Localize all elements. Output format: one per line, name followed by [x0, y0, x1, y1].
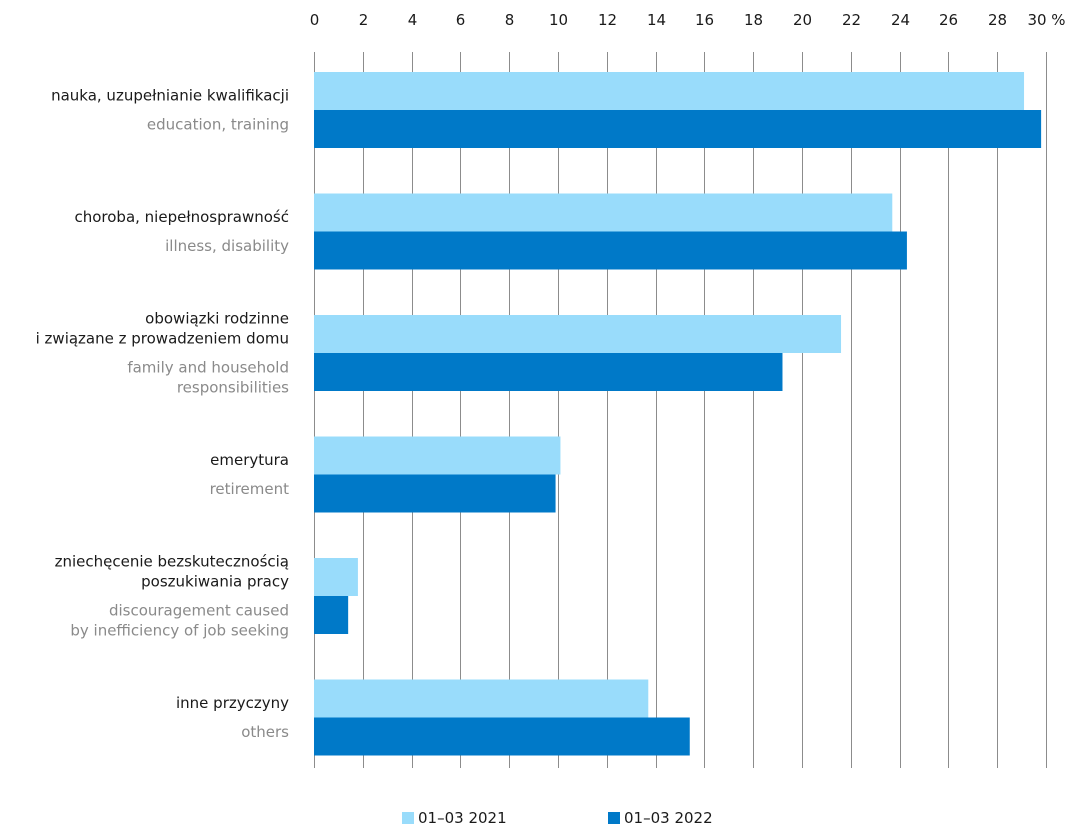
category-labels: nauka, uzupełnianie kwalifikacji educatio… [36, 87, 290, 742]
x-tick-label: 2 [359, 11, 369, 29]
category-label-pl: obowiązki rodzinne [145, 310, 289, 328]
bar-2022 [314, 717, 690, 756]
category-label-en: responsibilities [177, 379, 289, 397]
bar-2022 [314, 596, 349, 634]
bar-2022 [314, 231, 907, 270]
x-tick-label: 12 [598, 11, 617, 29]
bar-2022 [314, 474, 556, 513]
category-label-en: retirement [210, 480, 290, 498]
category-label-pl: poszukiwania pracy [141, 573, 289, 591]
x-tick-label: 4 [408, 11, 418, 29]
category-label-en: family and household [127, 359, 289, 377]
bar-2021 [314, 315, 842, 353]
x-tick-label: 26 [939, 11, 958, 29]
category-label-en: discouragement caused [109, 602, 289, 620]
x-tick-label: 22 [842, 11, 861, 29]
legend-swatch [608, 812, 620, 824]
x-tick-label: 30 % [1027, 11, 1065, 29]
category-label-en: by inefficiency of job seeking [70, 622, 289, 640]
legend: 01–03 2021 01–03 2022 [402, 809, 713, 827]
x-tick-label: 28 [988, 11, 1007, 29]
x-tick-label: 18 [744, 11, 763, 29]
x-tick-label: 10 [549, 11, 568, 29]
bar-2021 [314, 72, 1025, 110]
category-label-en: education, training [147, 116, 289, 134]
category-label-pl: i związane z prowadzeniem domu [36, 330, 289, 348]
category-label-en: illness, disability [165, 237, 289, 255]
bar-2021 [314, 436, 561, 475]
category-label-pl: zniechęcenie bezskutecznością [55, 553, 289, 571]
category-label-pl: choroba, niepełnosprawność [74, 208, 289, 226]
bar-2022 [314, 110, 1042, 148]
category-label-pl: emerytura [210, 451, 289, 469]
category-label-en: others [241, 723, 289, 741]
legend-label: 01–03 2022 [624, 809, 713, 827]
legend-label: 01–03 2021 [418, 809, 507, 827]
bar-2021 [314, 679, 649, 718]
x-tick-label: 20 [793, 11, 812, 29]
category-label-pl: inne przyczyny [176, 694, 289, 712]
x-tick-label: 16 [695, 11, 714, 29]
bar-2021 [314, 558, 358, 596]
bars [314, 72, 1042, 756]
x-tick-label: 14 [647, 11, 666, 29]
grid-lines [314, 52, 1047, 768]
legend-swatch [402, 812, 414, 824]
x-tick-label: 6 [456, 11, 466, 29]
category-label-pl: nauka, uzupełnianie kwalifikacji [51, 87, 289, 105]
x-tick-label: 0 [310, 11, 320, 29]
x-axis-ticks: 0 2 4 6 8 10 12 14 16 18 20 22 24 26 28 30 % [310, 11, 1066, 29]
x-tick-label: 24 [891, 11, 910, 29]
x-tick-label: 8 [505, 11, 515, 29]
bar-2021 [314, 193, 893, 232]
bar-2022 [314, 353, 783, 391]
